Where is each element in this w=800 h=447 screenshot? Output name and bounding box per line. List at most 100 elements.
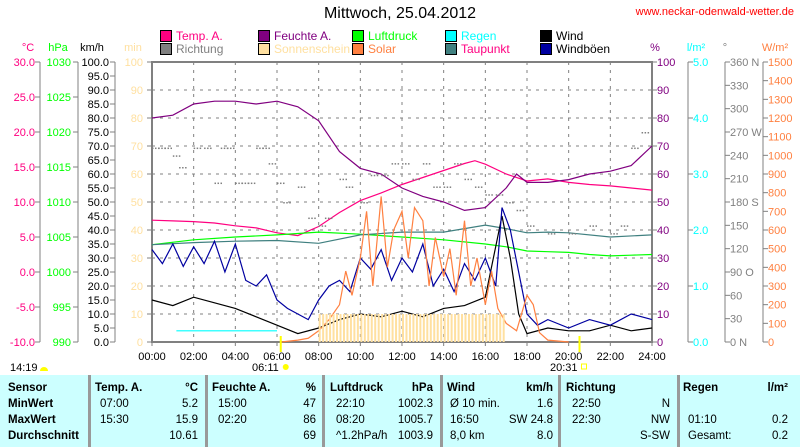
axis-tick-label: 20.0: [14, 127, 35, 139]
sunshine-bar: [443, 314, 446, 342]
direction-point: [227, 147, 229, 150]
table-cell: 1005.7: [397, 414, 433, 426]
axis-tick-label: 5.0: [94, 323, 109, 335]
sunshine-bar: [346, 314, 349, 342]
direction-point: [155, 147, 157, 150]
direction-point: [289, 202, 291, 204]
sunshine-bar: [429, 314, 432, 342]
legend-swatch: [258, 30, 270, 42]
table-row-label: MinWert: [8, 398, 54, 410]
legend-item: Regen: [445, 29, 496, 43]
series-windb-en: [151, 207, 653, 329]
direction-point: [199, 147, 202, 150]
axis-tick-label: 270 W: [730, 127, 762, 139]
direction-point: [253, 182, 256, 185]
table-cell: Ø 10 min.: [450, 398, 500, 410]
direction-point: [297, 186, 300, 188]
legend-item: Wind: [540, 29, 583, 43]
table-header: hPa: [411, 382, 433, 394]
x-axis-tick-label: 06:00: [263, 351, 291, 363]
axis-unit-label: °: [723, 42, 727, 54]
axis-tick-label: 1500: [768, 57, 792, 69]
axis-unit-label: km/h: [80, 42, 104, 54]
sunshine-bar: [467, 314, 470, 342]
direction-point: [167, 147, 169, 150]
axis-tick-label: 1030: [47, 57, 71, 69]
sunshine-bar: [388, 314, 391, 342]
axis-tick-label: 35.0: [88, 239, 109, 251]
direction-point: [631, 147, 633, 150]
axis-tick-label: 0: [768, 337, 774, 349]
table-cell: 0.2: [772, 430, 788, 442]
direction-point: [286, 202, 288, 204]
axis-tick-label: 15.0: [14, 162, 35, 174]
direction-point: [491, 194, 493, 196]
axis-tick-label: 5.0: [20, 232, 35, 244]
axis-tick-label: 30: [730, 314, 742, 326]
axis-tick-label: 500: [768, 244, 786, 256]
direction-point: [460, 163, 462, 165]
direction-point: [262, 147, 264, 150]
direction-point: [324, 217, 327, 220]
axis-tick-label: 330: [730, 80, 748, 92]
x-axis-tick-label: 14:00: [430, 351, 458, 363]
axis-unit-label: W/m²: [762, 42, 789, 54]
axis-tick-label: 300: [768, 281, 786, 293]
direction-point: [330, 217, 333, 220]
legend-item: Richtung: [160, 42, 223, 56]
axis-tick-label: 995: [53, 302, 71, 314]
table-cell: 01:10: [688, 414, 717, 426]
direction-point: [366, 202, 368, 204]
direction-point: [405, 163, 407, 165]
x-axis-tick-label: 24:00: [638, 351, 666, 363]
direction-point: [610, 233, 612, 235]
direction-point: [300, 186, 303, 188]
axis-tick-label: 80.0: [88, 113, 109, 125]
direction-point: [164, 147, 166, 150]
direction-point: [324, 225, 327, 227]
axis-tick-label: 85.0: [88, 99, 109, 111]
sunshine-bar: [356, 314, 359, 342]
axis-tick-label: 10.0: [88, 309, 109, 321]
axis-tick-label: 60.0: [88, 169, 109, 181]
direction-point: [345, 186, 348, 188]
direction-point: [193, 147, 196, 150]
sunshine-bar: [464, 314, 467, 342]
direction-point: [217, 182, 219, 185]
axis-tick-label: 1300: [768, 94, 792, 106]
sunshine-bar: [478, 314, 481, 342]
axis-tick-label: 90.0: [88, 85, 109, 97]
direction-point: [318, 225, 321, 227]
direction-point: [589, 225, 591, 227]
direction-point: [311, 217, 313, 220]
sunshine-bar: [384, 314, 387, 342]
table-header: Regen: [683, 382, 719, 394]
direction-point: [391, 163, 394, 165]
axis-tick-label: 90: [657, 85, 669, 97]
direction-point: [247, 182, 250, 185]
axis-tick-label: 1025: [47, 92, 71, 104]
site-link[interactable]: www.neckar-odenwald-wetter.de: [635, 6, 794, 18]
sunshine-bar: [360, 314, 363, 342]
sunshine-bar: [488, 314, 491, 342]
axis-unit-label: min: [124, 42, 142, 54]
series-temp-a-: [151, 160, 653, 237]
direction-point: [647, 132, 650, 134]
moonrise-time: 14:19: [10, 362, 38, 374]
direction-point: [161, 147, 163, 150]
sunshine-bar: [367, 314, 370, 342]
axis-tick-label: 25.0: [14, 92, 35, 104]
axis-tick-label: 10: [131, 309, 143, 321]
direction-point: [283, 182, 285, 185]
direction-point: [637, 147, 639, 150]
direction-point: [613, 233, 615, 235]
direction-point: [449, 186, 452, 188]
direction-point: [220, 182, 222, 185]
direction-point: [235, 182, 237, 185]
table-cell: N: [661, 398, 670, 410]
axis-tick-label: 40: [131, 225, 143, 237]
axis-tick-label: 50: [657, 197, 669, 209]
sunshine-bar: [329, 314, 332, 342]
axis-tick-label: 70.0: [88, 141, 109, 153]
legend-item: Luftdruck: [352, 29, 417, 43]
